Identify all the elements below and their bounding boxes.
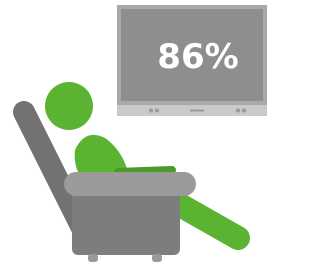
chair-foot — [88, 254, 98, 262]
illustration: 86% — [0, 0, 271, 271]
tv-slot — [190, 110, 204, 112]
person-head — [45, 82, 93, 130]
chair-arm — [64, 172, 196, 196]
tv-button — [242, 109, 246, 113]
tv-button — [236, 109, 240, 113]
tv-button — [149, 109, 153, 113]
tv-button — [155, 109, 159, 113]
person-arm — [118, 170, 172, 172]
screen-text: 86% — [157, 37, 238, 77]
chair-foot — [152, 254, 162, 262]
